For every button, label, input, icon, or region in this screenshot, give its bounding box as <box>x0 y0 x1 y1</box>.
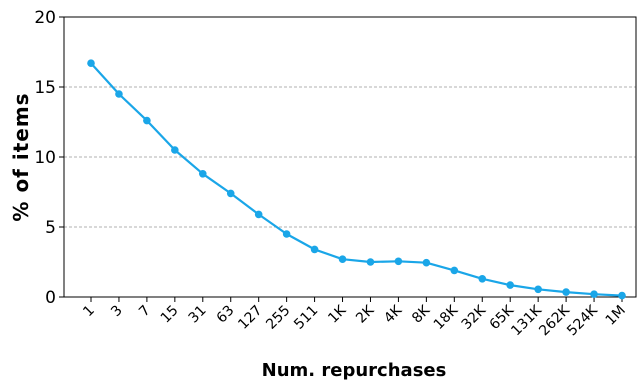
data-point-65K <box>506 281 515 289</box>
data-point-32K <box>478 275 487 283</box>
y-tick-label-20: 20 <box>34 8 56 28</box>
y-tick-labels: 0 5 10 15 20 <box>34 8 64 308</box>
x-tick-label-511: 511 <box>291 303 321 333</box>
data-point-7 <box>143 116 151 125</box>
data-point-8K <box>422 258 431 267</box>
x-tick-label-15: 15 <box>158 303 182 327</box>
data-point-262K <box>562 288 570 296</box>
x-tick-label-31: 31 <box>186 303 210 327</box>
data-point-524K <box>590 290 598 299</box>
x-tick-label-4K: 4K <box>381 302 406 327</box>
gridlines <box>64 86 636 228</box>
data-point-255 <box>282 230 291 238</box>
x-tick-label-32K: 32K <box>459 302 490 333</box>
data-point-3 <box>115 90 123 98</box>
data-series <box>87 59 626 300</box>
x-tick-label-7: 7 <box>136 303 154 321</box>
data-point-4K <box>394 257 403 266</box>
x-tick-label-131K: 131K <box>508 302 545 339</box>
data-point-63 <box>226 189 235 198</box>
x-axis-title: Num. repurchases <box>262 360 447 381</box>
y-tick-label-15: 15 <box>34 78 56 98</box>
data-point-511 <box>310 245 319 254</box>
x-tick-label-8K: 8K <box>409 302 434 327</box>
x-tick-label-524K: 524K <box>564 302 601 339</box>
x-tick-label-1: 1 <box>80 303 98 321</box>
y-tick-label-0: 0 <box>45 288 56 308</box>
data-point-2K <box>366 258 375 266</box>
x-tick-label-3: 3 <box>108 303 126 321</box>
data-point-15 <box>171 146 179 154</box>
x-tick-label-63: 63 <box>214 303 238 327</box>
x-tick-label-2K: 2K <box>353 302 378 327</box>
x-tick-label-255: 255 <box>263 303 293 333</box>
data-point-131K <box>534 285 542 294</box>
data-point-1K <box>338 255 347 263</box>
data-point-1M <box>618 291 626 300</box>
data-point-1 <box>87 59 95 67</box>
data-point-127 <box>254 210 263 219</box>
x-tick-label-127: 127 <box>235 303 265 333</box>
y-tick-label-10: 10 <box>34 148 56 168</box>
series-line-0 <box>90 62 623 297</box>
data-point-31 <box>198 170 207 178</box>
data-point-18K <box>450 266 459 275</box>
y-axis-title: % of items <box>9 92 33 221</box>
x-tick-label-1M: 1M <box>603 303 629 329</box>
x-tick-label-18K: 18K <box>431 302 462 333</box>
x-tick-label-262K: 262K <box>536 302 573 339</box>
y-tick-label-5: 5 <box>45 218 56 238</box>
x-tick-label-1K: 1K <box>325 302 350 327</box>
